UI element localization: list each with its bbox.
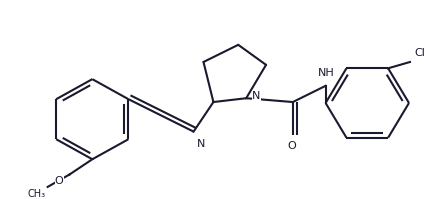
Text: NH: NH	[317, 68, 334, 78]
Text: O: O	[55, 177, 63, 186]
Text: N: N	[196, 139, 204, 149]
Text: CH₃: CH₃	[27, 189, 46, 199]
Text: O: O	[287, 141, 296, 151]
Text: Cl: Cl	[413, 48, 424, 58]
Text: N: N	[251, 91, 260, 101]
